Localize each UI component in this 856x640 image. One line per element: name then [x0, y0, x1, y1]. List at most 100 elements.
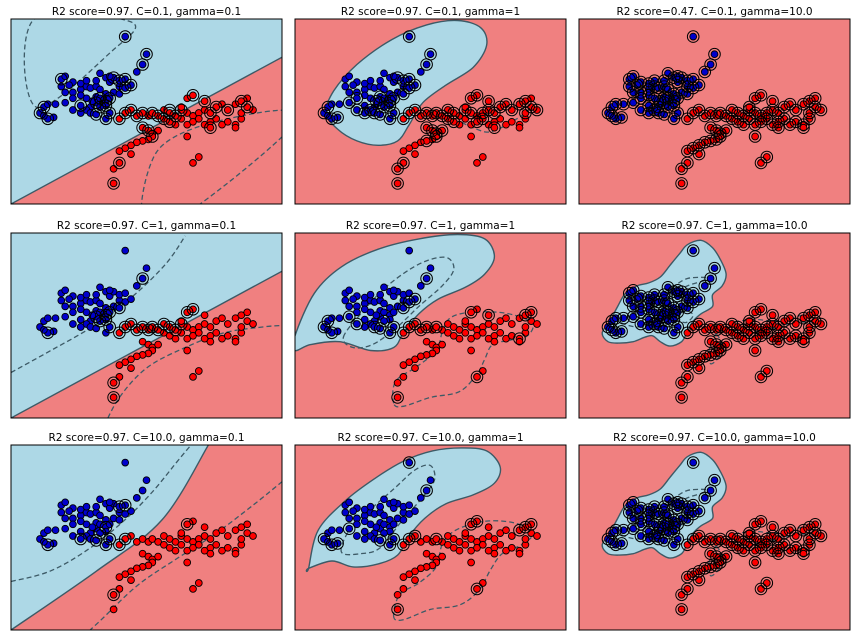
support-vector-ring	[754, 109, 768, 123]
support-vector-ring	[493, 100, 507, 114]
data-point-class-1	[154, 126, 162, 135]
support-vector-ring	[204, 121, 217, 134]
support-vector-ring	[634, 317, 648, 331]
data-point-class-0	[360, 527, 369, 536]
support-vector-ring	[470, 115, 484, 129]
data-point-class-0	[138, 60, 147, 69]
data-point-class-1	[189, 91, 197, 100]
support-vector-ring	[648, 500, 661, 514]
axes-frame	[294, 18, 567, 205]
support-vector-ring	[667, 525, 681, 538]
support-vector-ring	[99, 99, 113, 112]
plot-area	[295, 233, 566, 418]
data-point-class-1	[109, 378, 118, 387]
data-point-class-1	[533, 320, 541, 328]
data-point-class-0	[366, 502, 375, 511]
data-point-class-0	[700, 282, 709, 290]
support-vector-ring	[692, 573, 706, 587]
support-vector-ring	[743, 314, 756, 328]
support-vector-ring	[692, 361, 706, 375]
data-point-class-0	[65, 507, 73, 515]
data-point-class-0	[349, 295, 357, 303]
data-point-class-1	[189, 585, 197, 593]
support-vector-ring	[146, 320, 159, 334]
data-point-class-1	[478, 367, 487, 375]
support-vector-ring	[519, 106, 532, 120]
data-point-class-0	[61, 498, 70, 507]
support-vector-ring	[146, 130, 159, 143]
support-vector-ring	[704, 320, 717, 334]
data-point-class-0	[76, 101, 85, 110]
data-point-class-1	[237, 109, 246, 117]
data-point-class-1	[115, 540, 124, 549]
support-vector-ring	[615, 537, 628, 550]
data-point-class-1	[757, 373, 765, 381]
support-vector-ring	[402, 295, 416, 309]
support-vector-ring	[797, 121, 810, 134]
data-point-class-1	[399, 361, 408, 369]
data-point-class-0	[96, 85, 104, 94]
data-point-class-0	[132, 494, 141, 502]
support-vector-ring	[642, 297, 656, 310]
support-vector-ring	[710, 559, 723, 572]
data-point-class-1	[478, 153, 487, 161]
data-point-class-1	[502, 526, 510, 535]
support-vector-ring	[157, 112, 171, 126]
support-vector-ring	[654, 308, 667, 322]
support-vector-ring	[803, 106, 816, 120]
support-vector-ring	[605, 109, 619, 123]
data-point-class-1	[515, 549, 524, 558]
support-vector-ring	[93, 314, 107, 328]
support-vector-ring	[708, 473, 721, 487]
data-point-class-1	[461, 529, 470, 537]
support-vector-ring	[783, 332, 797, 346]
support-vector-ring	[654, 94, 667, 108]
data-point-class-1	[109, 164, 118, 173]
data-point-class-1	[768, 97, 777, 106]
data-point-class-1	[154, 552, 162, 561]
margin-line-positive	[11, 445, 192, 583]
support-vector-ring	[766, 544, 779, 558]
support-vector-ring	[609, 311, 623, 325]
panel-title: R2 score=0.97. C=0.1, gamma=1	[341, 6, 520, 18]
data-point-class-0	[69, 520, 77, 529]
support-vector-ring	[464, 306, 478, 319]
panel-3: R2 score=0.47. C=0.1, gamma=10.0	[578, 6, 851, 205]
data-point-class-1	[683, 540, 692, 549]
support-vector-ring	[748, 556, 762, 569]
data-point-class-1	[484, 97, 493, 106]
data-point-class-0	[380, 511, 388, 520]
support-vector-ring	[37, 100, 51, 114]
support-vector-ring	[331, 111, 344, 124]
data-point-class-1	[683, 114, 692, 123]
support-vector-ring	[648, 288, 661, 302]
data-point-class-0	[61, 88, 70, 97]
data-point-class-1	[751, 132, 759, 141]
support-vector-ring	[803, 320, 816, 334]
support-vector-ring	[519, 520, 532, 534]
support-vector-ring	[209, 100, 223, 114]
panel-title: R2 score=0.97. C=10.0, gamma=0.1	[48, 432, 244, 444]
data-point-class-0	[82, 290, 91, 299]
data-point-class-0	[360, 305, 369, 314]
support-vector-ring	[175, 317, 188, 331]
support-vector-ring	[221, 103, 235, 117]
data-point-class-0	[96, 511, 104, 520]
support-vector-ring	[626, 522, 640, 536]
data-point-class-1	[695, 364, 703, 372]
data-point-class-1	[194, 540, 203, 549]
support-vector-ring	[704, 121, 717, 134]
data-point-class-0	[65, 295, 73, 303]
data-point-class-1	[183, 346, 192, 355]
support-vector-ring	[725, 538, 739, 552]
support-vector-ring	[698, 136, 712, 149]
data-point-class-0	[57, 296, 66, 305]
support-vector-ring	[470, 89, 484, 102]
support-vector-ring	[704, 335, 717, 349]
data-point-class-1	[231, 337, 240, 346]
support-vector-ring	[797, 547, 810, 561]
data-point-class-1	[206, 123, 215, 132]
data-point-class-0	[399, 90, 408, 98]
support-vector-ring	[377, 314, 391, 328]
data-point-class-1	[171, 546, 180, 555]
